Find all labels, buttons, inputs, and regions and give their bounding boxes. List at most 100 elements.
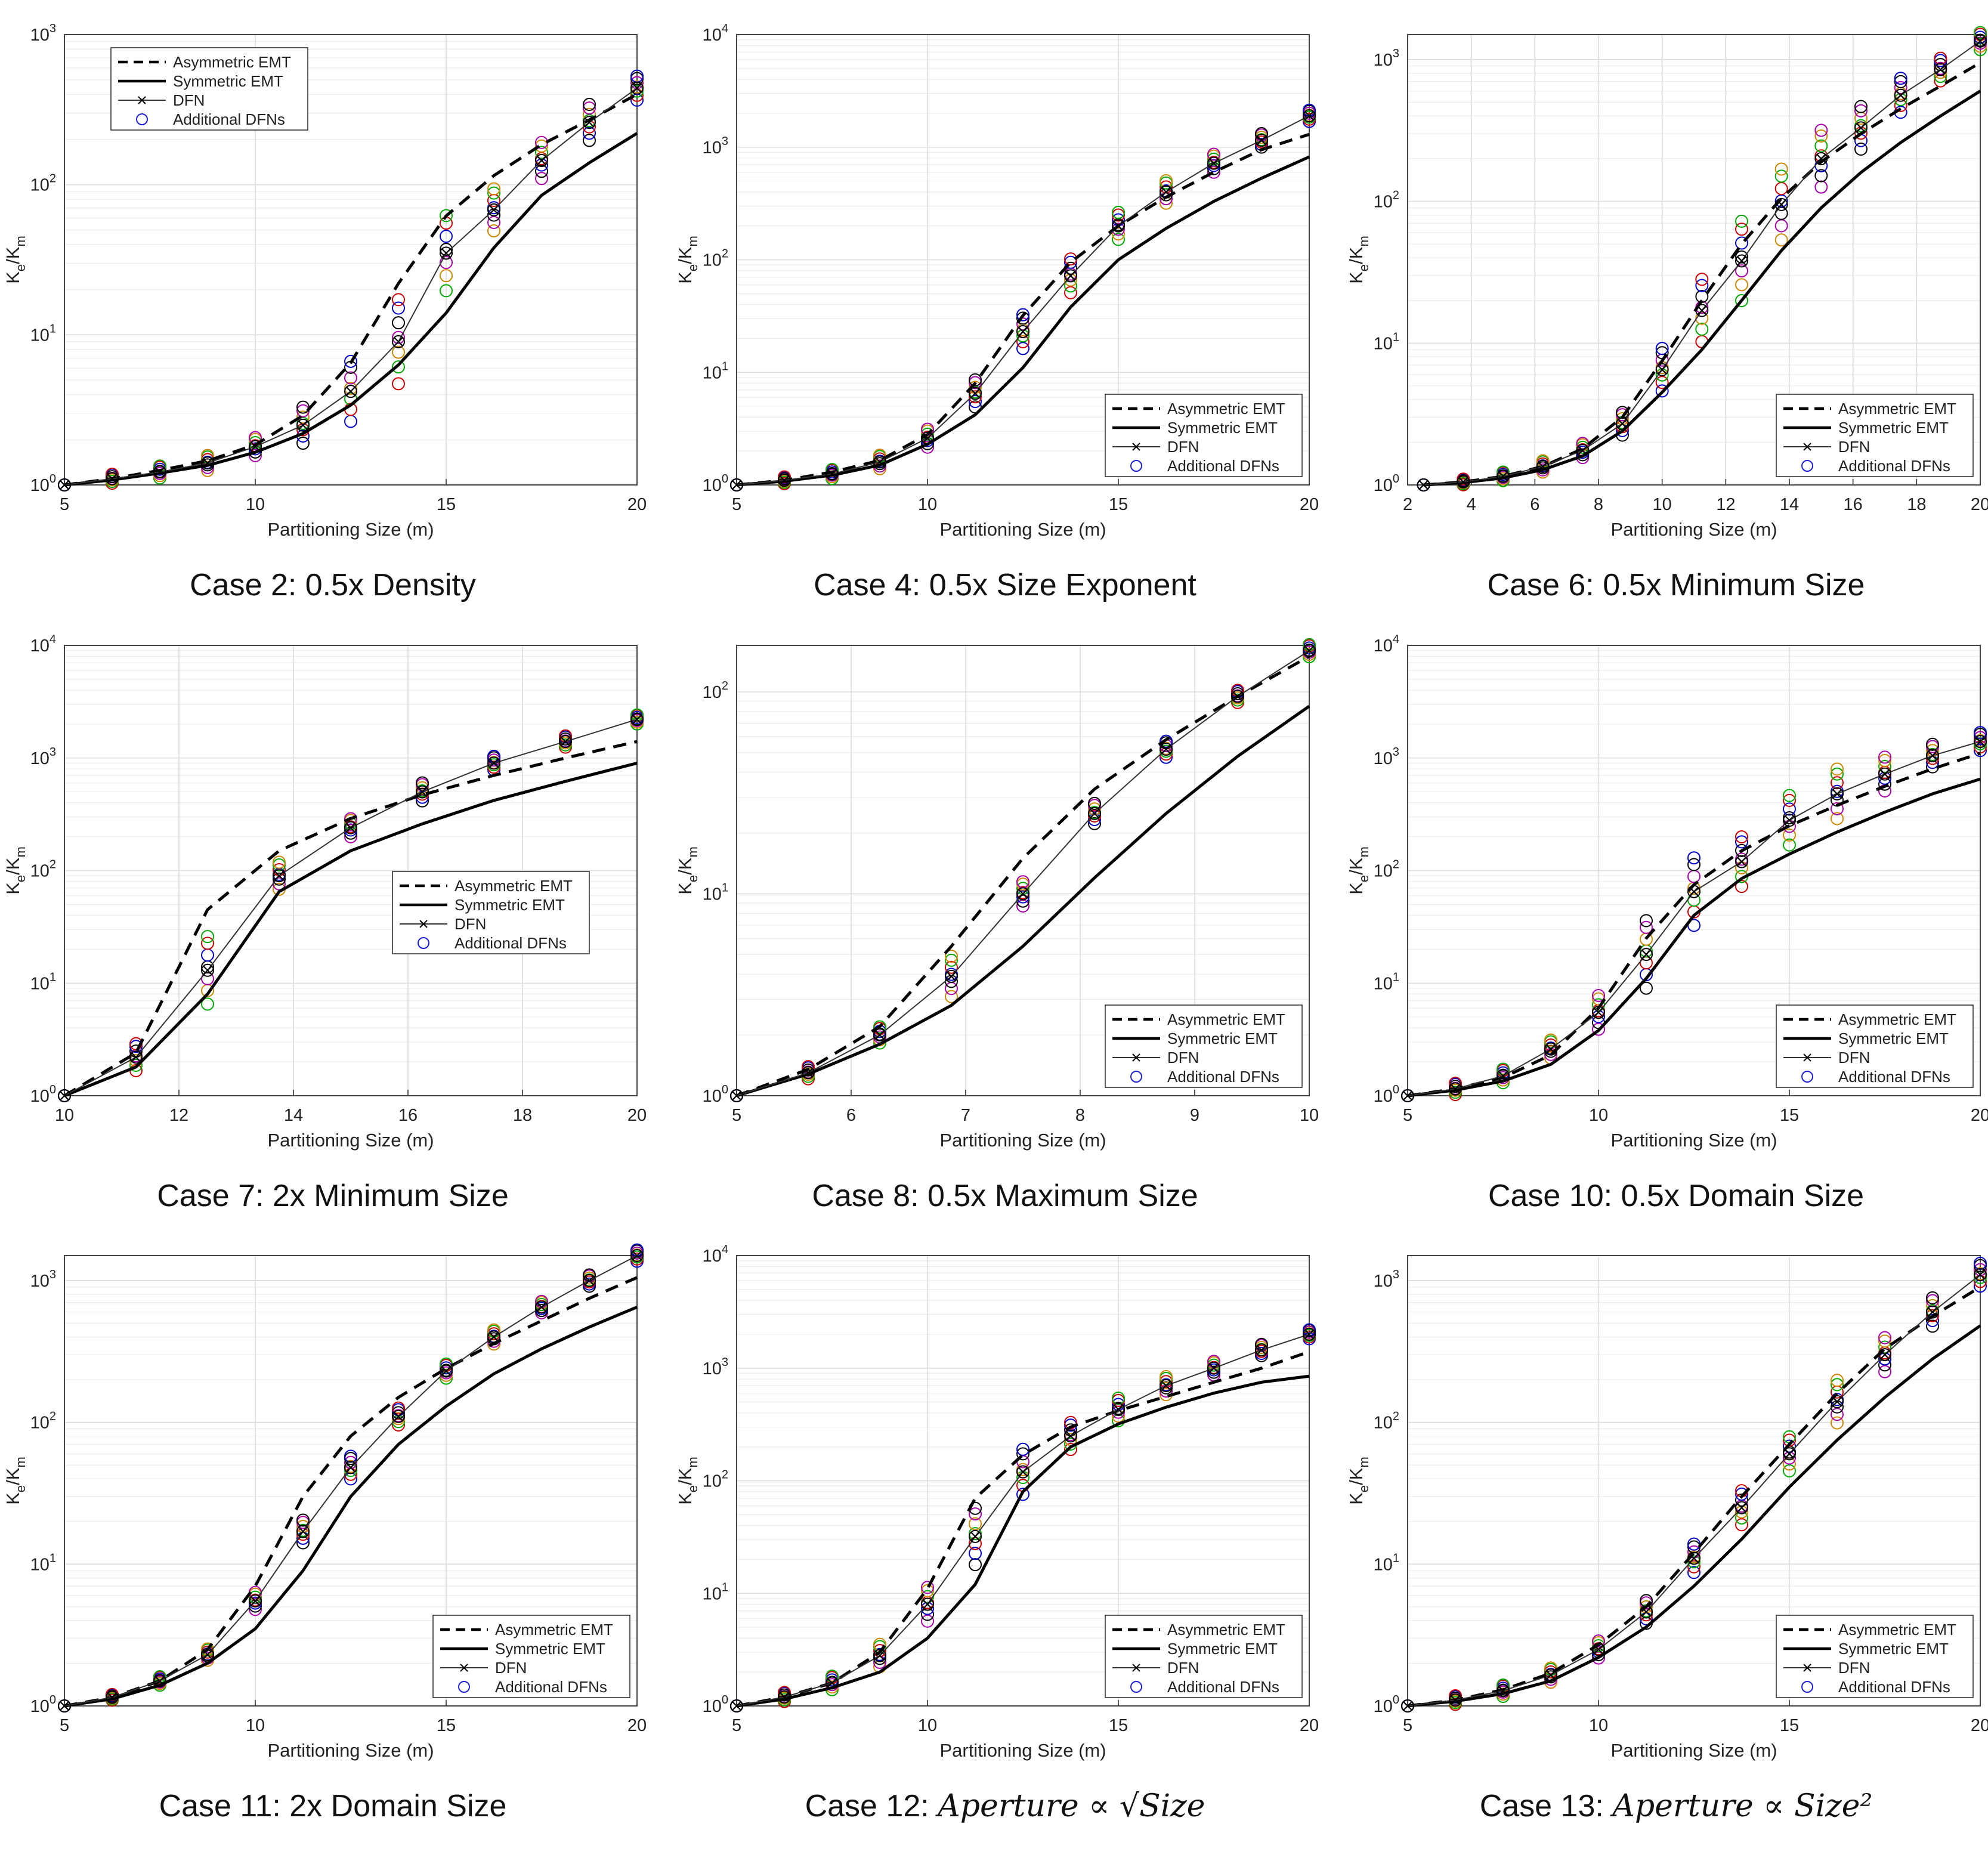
dfn-marker — [1209, 158, 1219, 168]
legend-label: Symmetric EMT — [1838, 419, 1949, 437]
plot-frame — [64, 1255, 638, 1707]
additional-dfn-point — [1926, 1319, 1939, 1333]
dfn-marker — [1403, 1701, 1412, 1711]
x-axis-label: Partitioning Size (m) — [267, 1740, 434, 1761]
x-tick-label: 9 — [1190, 1106, 1199, 1125]
dfn-marker — [60, 480, 69, 490]
y-label-sub-m: m — [1356, 1457, 1371, 1467]
additional-dfn-point — [1016, 1442, 1029, 1456]
x-tick-label: 16 — [1844, 495, 1863, 514]
y-tick-exponent: 2 — [50, 172, 56, 186]
dfn-point — [873, 1649, 886, 1662]
legend-label: Additional DFNs — [1167, 1068, 1279, 1086]
panel-caption: Case 4: 0.5x Size Exponent — [814, 568, 1196, 602]
asymmetric-emt-line — [63, 740, 638, 1098]
dfn-point — [1576, 444, 1590, 458]
y-tick-label: 103 — [1374, 746, 1399, 768]
y-label-sub-m: m — [13, 236, 28, 246]
additional-dfn-point — [1592, 1639, 1605, 1652]
additional-dfn-point — [1207, 147, 1220, 161]
legend-label: Symmetric EMT — [455, 896, 565, 914]
x-tick-label: 10 — [1653, 495, 1672, 514]
dfn-point — [1774, 197, 1788, 211]
y-label-slash-k: /K — [1346, 857, 1366, 875]
dfn-marker — [1975, 36, 1985, 46]
y-label-k: K — [1346, 882, 1366, 895]
y-tick-label: 100 — [1374, 472, 1399, 495]
legend-label: Symmetric EMT — [1167, 1640, 1278, 1658]
additional-dfn-point — [969, 390, 982, 404]
dfn-point — [1255, 134, 1268, 147]
panel-caption: Case 6: 0.5x Minimum Size — [1488, 568, 1865, 602]
dfn-point — [344, 821, 357, 834]
x-axis-label: Partitioning Size (m) — [267, 519, 434, 540]
dfn-marker — [632, 83, 642, 93]
y-label-k: K — [675, 271, 695, 284]
additional-dfn-point — [1774, 182, 1788, 196]
y-tick-exponent: 2 — [50, 1410, 56, 1423]
additional-dfn-point — [201, 449, 214, 462]
legend-label: Symmetric EMT — [495, 1640, 605, 1658]
dfn-point — [730, 1089, 743, 1102]
additional-dfn-point — [1831, 767, 1844, 781]
dfn-marker — [1304, 646, 1314, 656]
y-tick-label: 101 — [1374, 330, 1399, 353]
dfn-point — [630, 1249, 644, 1262]
y-tick-exponent: 0 — [50, 472, 56, 486]
additional-dfn-point — [1854, 104, 1868, 118]
x-tick-label: 5 — [1403, 1106, 1412, 1125]
additional-dfn-point — [1016, 890, 1029, 904]
legend-box — [392, 871, 590, 954]
legend-label: Symmetric EMT — [1838, 1030, 1949, 1047]
dfn-point — [273, 869, 286, 883]
dfn-marker — [1737, 1503, 1746, 1513]
dfn-marker — [274, 871, 284, 880]
legend-label: Additional DFNs — [1167, 457, 1279, 475]
dfn-marker — [875, 457, 885, 467]
symmetric-emt-line — [1407, 1324, 1981, 1708]
additional-dfn-point — [1687, 1560, 1701, 1574]
dfn-marker — [60, 1701, 69, 1711]
y-tick-label: 101 — [703, 360, 728, 382]
dfn-marker — [1458, 477, 1468, 487]
additional-dfn-point — [201, 936, 214, 950]
additional-dfn-point — [1831, 1374, 1844, 1387]
legend-box — [1105, 1615, 1303, 1698]
additional-dfn-point — [1640, 914, 1653, 928]
dfn-point — [1687, 885, 1701, 898]
dfn-marker — [1594, 1644, 1603, 1655]
additional-dfn-point — [344, 812, 357, 826]
x-tick-label: 12 — [169, 1106, 188, 1125]
legend-box — [1776, 1615, 1974, 1698]
dfn-marker — [827, 469, 837, 479]
x-tick-label: 8 — [1075, 1106, 1085, 1125]
additional-dfn-point — [201, 948, 214, 962]
additional-dfn-point — [1655, 342, 1669, 356]
additional-dfn-point — [1735, 236, 1748, 250]
additional-dfn-point — [1735, 835, 1748, 849]
y-label-k: K — [2, 882, 23, 895]
additional-dfn-point — [1974, 731, 1987, 744]
dfn-marker — [803, 1068, 813, 1078]
y-tick-label: 103 — [30, 1268, 56, 1291]
additional-dfn-point — [873, 1020, 886, 1034]
dfn-point — [1974, 735, 1987, 749]
y-label-k: K — [2, 1492, 23, 1505]
dfn-point — [1401, 1089, 1414, 1102]
x-tick-label: 15 — [1780, 1716, 1799, 1735]
y-tick-label: 101 — [30, 1551, 56, 1574]
dfn-point — [1497, 469, 1510, 483]
plot-frame — [1407, 645, 1981, 1096]
additional-dfn-point — [1774, 169, 1788, 183]
dfn-point — [1160, 743, 1173, 756]
panel-caption: Case 10: 0.5x Domain Size — [1488, 1179, 1864, 1213]
additional-dfn-point — [1016, 1488, 1029, 1501]
dfn-marker — [1936, 64, 1946, 75]
y-tick-exponent: 0 — [1393, 1083, 1399, 1096]
y-tick-label: 100 — [703, 1693, 728, 1716]
dfn-marker — [1816, 154, 1826, 163]
legend-marker-dfn — [1803, 1664, 1811, 1672]
dfn-marker — [1657, 364, 1667, 375]
